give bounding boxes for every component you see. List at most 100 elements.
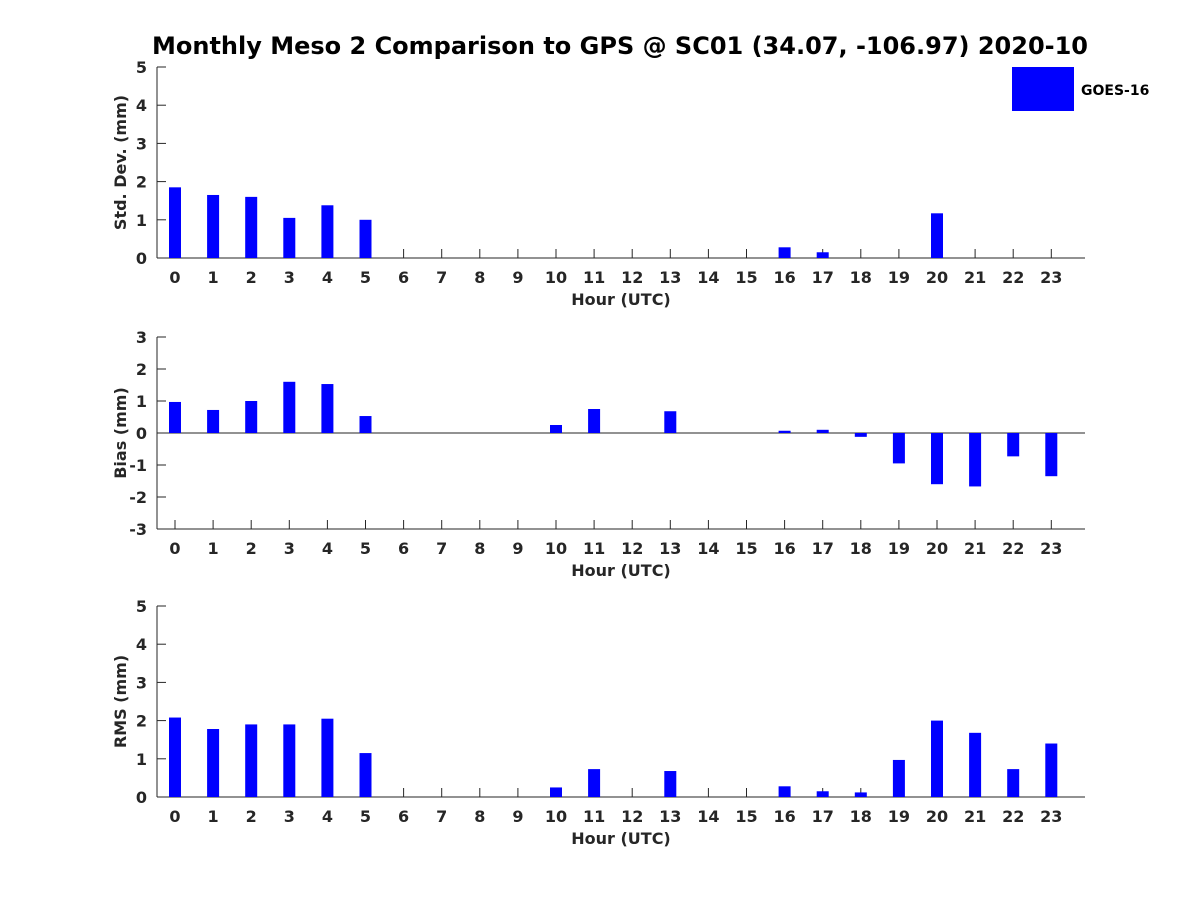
rms-xtick-label: 14 (697, 807, 719, 826)
bias-bar (854, 433, 867, 437)
bias-xtick-label: 12 (621, 539, 643, 558)
rms-xtick-label: 6 (398, 807, 409, 826)
rms-xtick-label: 12 (621, 807, 643, 826)
rms-bar (321, 718, 334, 797)
std-dev-xtick-label: 5 (360, 268, 371, 287)
chart-title: Monthly Meso 2 Comparison to GPS @ SC01 … (152, 32, 1088, 60)
rms-xtick-label: 2 (246, 807, 257, 826)
std-dev-bar (207, 194, 220, 258)
std-dev-xtick-label: 23 (1040, 268, 1062, 287)
std-dev-bar (283, 217, 296, 258)
rms-bar (169, 717, 181, 797)
std-dev-xtick-label: 7 (436, 268, 447, 287)
std-dev-bar (321, 205, 334, 258)
bias-xtick-label: 14 (697, 539, 719, 558)
bias-xtick-label: 2 (246, 539, 257, 558)
rms-ytick-label: 4 (136, 635, 147, 654)
std-dev-xtick-label: 17 (812, 268, 834, 287)
std-dev-xtick-label: 18 (850, 268, 872, 287)
rms-bar (969, 732, 982, 797)
bias-xtick-label: 22 (1002, 539, 1024, 558)
bias-xtick-label: 11 (583, 539, 605, 558)
std-dev-ytick-label: 1 (136, 211, 147, 230)
std-dev-bar (931, 213, 943, 258)
std-dev-bar (778, 247, 791, 258)
bias-xtick-label: 8 (474, 539, 485, 558)
std-dev-ytick-label: 3 (136, 134, 147, 153)
bias-bar (969, 433, 982, 487)
rms-xtick-label: 1 (208, 807, 219, 826)
bias-xtick-label: 23 (1040, 539, 1062, 558)
std-dev-xtick-label: 20 (926, 268, 948, 287)
bias-xtick-label: 18 (850, 539, 872, 558)
std-dev-ytick-label: 4 (136, 96, 147, 115)
rms-bar (207, 729, 220, 797)
bias-xtick-label: 17 (812, 539, 834, 558)
legend-swatch (1012, 67, 1074, 111)
std-dev-ytick-label: 5 (136, 58, 147, 77)
rms-xtick-label: 15 (735, 807, 757, 826)
rms-ytick-label: 0 (136, 788, 147, 807)
bias-bar (816, 429, 829, 433)
rms-xtick-label: 5 (360, 807, 371, 826)
std-dev-bar (359, 219, 372, 258)
bias-xtick-label: 9 (512, 539, 523, 558)
bias-xtick-label: 0 (169, 539, 180, 558)
bias-xtick-label: 5 (360, 539, 371, 558)
bias-xtick-label: 21 (964, 539, 986, 558)
bias-bar (550, 425, 562, 433)
rms-xtick-label: 4 (322, 807, 333, 826)
bias-bar (245, 401, 258, 433)
bias-ytick-label: 1 (136, 392, 147, 411)
std-dev-xtick-label: 14 (697, 268, 719, 287)
rms-ylabel: RMS (mm) (111, 655, 130, 748)
rms-bar (245, 724, 258, 797)
bias-bar (283, 381, 296, 433)
rms-bar (1007, 769, 1020, 797)
std-dev-xtick-label: 22 (1002, 268, 1024, 287)
bias-bar (778, 430, 791, 433)
rms-xtick-label: 19 (888, 807, 910, 826)
std-dev-bar (816, 252, 829, 258)
bias-bar (169, 401, 181, 433)
rms-bar (854, 792, 867, 797)
legend-label: GOES-16 (1081, 83, 1149, 99)
rms-bar (931, 720, 943, 797)
rms-xtick-label: 10 (545, 807, 567, 826)
bias-bar (664, 411, 677, 433)
rms-xtick-label: 13 (659, 807, 681, 826)
bias-bar (359, 416, 372, 433)
std-dev-xtick-label: 12 (621, 268, 643, 287)
rms-xtick-label: 20 (926, 807, 948, 826)
rms-ytick-label: 2 (136, 712, 147, 731)
bias-xtick-label: 3 (284, 539, 295, 558)
bias-bar (892, 433, 905, 464)
std-dev-xtick-label: 9 (512, 268, 523, 287)
rms-bar (359, 753, 372, 797)
std-dev-xtick-label: 16 (773, 268, 795, 287)
bias-bar (588, 409, 601, 433)
std-dev-bar (245, 196, 258, 258)
rms-ytick-label: 3 (136, 673, 147, 692)
std-dev-xtick-label: 10 (545, 268, 567, 287)
bias-ytick-label: 3 (136, 328, 147, 347)
std-dev-xtick-label: 8 (474, 268, 485, 287)
rms-xtick-label: 8 (474, 807, 485, 826)
rms-ytick-label: 5 (136, 597, 147, 616)
rms-xtick-label: 16 (773, 807, 795, 826)
rms-bar (550, 787, 562, 797)
rms-bar (1045, 743, 1058, 797)
std-dev-xtick-label: 6 (398, 268, 409, 287)
bias-ytick-label: -2 (129, 488, 147, 507)
std-dev-ylabel: Std. Dev. (mm) (111, 95, 130, 230)
bias-ytick-label: 2 (136, 360, 147, 379)
std-dev-bar (169, 187, 181, 258)
rms-xtick-label: 18 (850, 807, 872, 826)
bias-bar (1045, 433, 1058, 477)
bias-xtick-label: 19 (888, 539, 910, 558)
rms-xtick-label: 11 (583, 807, 605, 826)
bias-bar (321, 384, 334, 433)
